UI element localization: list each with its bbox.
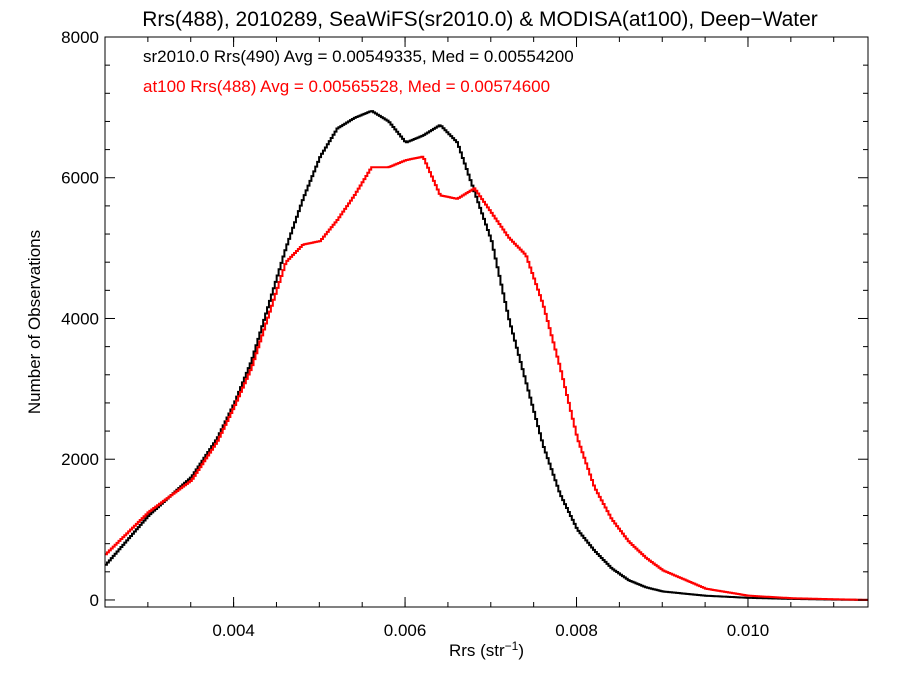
legend: sr2010.0 Rrs(490) Avg = 0.00549335, Med … <box>143 47 574 96</box>
series-line-2 <box>105 155 868 601</box>
axis-ticks: 0.004 0.006 0.008 0.010 0 2000 4000 6000 8000 <box>61 28 868 640</box>
x-axis-label-close: ) <box>518 641 524 660</box>
plot-frame <box>104 36 869 608</box>
chart-title: Rrs(488), 2010289, SeaWiFS(sr2010.0) & M… <box>142 8 818 31</box>
x-tick-label: 0.008 <box>555 621 598 640</box>
legend-entry-2: at100 Rrs(488) Avg = 0.00565528, Med = 0… <box>143 77 550 96</box>
x-tick-label: 0.006 <box>384 621 427 640</box>
x-tick-label: 0.010 <box>727 621 770 640</box>
y-tick-label: 8000 <box>61 28 99 47</box>
series-line-1 <box>105 110 868 601</box>
y-tick-label: 0 <box>90 591 99 610</box>
y-axis-label: Number of Observations <box>25 230 44 414</box>
x-axis-label: Rrs (str−1) <box>449 639 524 660</box>
y-tick-label: 6000 <box>61 169 99 188</box>
x-axis-label-superscript: −1 <box>505 639 519 653</box>
x-tick-label: 0.004 <box>212 621 255 640</box>
legend-entry-1: sr2010.0 Rrs(490) Avg = 0.00549335, Med … <box>143 47 574 66</box>
y-tick-label: 2000 <box>61 450 99 469</box>
x-axis-label-main: Rrs (str <box>449 641 505 660</box>
y-tick-label: 4000 <box>61 309 99 328</box>
series-layer <box>105 110 868 601</box>
